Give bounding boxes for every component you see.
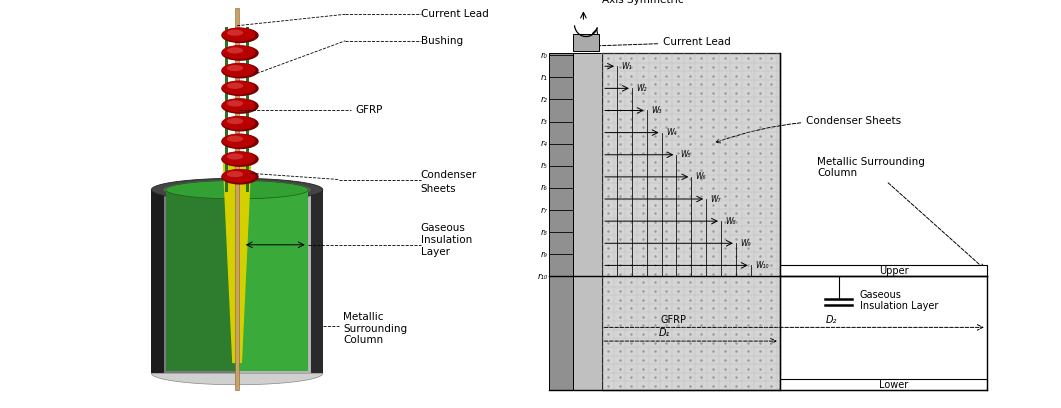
Ellipse shape [221,134,259,149]
Ellipse shape [221,116,259,131]
Text: r₂: r₂ [541,95,547,104]
Ellipse shape [227,65,243,71]
Ellipse shape [222,98,256,112]
Ellipse shape [221,98,259,114]
Ellipse shape [222,134,256,147]
Ellipse shape [222,116,256,130]
Ellipse shape [221,151,259,167]
Text: Bushing: Bushing [421,36,463,46]
Text: W₁: W₁ [622,62,631,71]
Text: r₆: r₆ [541,184,547,193]
Text: r₇: r₇ [541,206,547,215]
Ellipse shape [227,153,243,160]
Polygon shape [237,190,309,371]
Text: W₇: W₇ [711,195,720,204]
Ellipse shape [227,100,243,106]
Text: Condenser Sheets: Condenser Sheets [716,116,902,143]
Polygon shape [166,190,237,371]
Polygon shape [163,190,237,373]
Text: W₈: W₈ [726,217,735,226]
Ellipse shape [227,47,243,53]
Ellipse shape [221,169,259,184]
Bar [236,8,239,390]
Text: W₃: W₃ [650,106,661,115]
Ellipse shape [221,81,259,96]
Polygon shape [223,163,251,363]
Text: Gaseous: Gaseous [421,222,466,233]
Text: W₉: W₉ [741,239,750,248]
Text: Metallic Surrounding
Column: Metallic Surrounding Column [817,157,984,268]
Text: W₁₀: W₁₀ [755,261,768,270]
Ellipse shape [222,169,256,183]
Text: D₂: D₂ [825,315,837,325]
Ellipse shape [221,45,259,61]
Ellipse shape [222,151,256,165]
Text: GFRP: GFRP [355,105,383,115]
Polygon shape [246,27,249,192]
Bar [603,53,780,390]
Text: Layer: Layer [421,247,450,257]
Text: r₁: r₁ [541,73,547,82]
Bar [780,379,987,390]
Ellipse shape [227,171,243,177]
Text: Current Lead: Current Lead [421,9,488,19]
Polygon shape [163,180,311,200]
Text: Sheets: Sheets [421,184,456,194]
Polygon shape [152,190,163,373]
Text: Metallic: Metallic [343,312,384,322]
Ellipse shape [227,30,243,36]
Ellipse shape [221,63,259,78]
Text: r₉: r₉ [541,250,547,259]
Text: GFRP: GFRP [660,315,686,324]
Bar [573,34,599,51]
Text: r₁₀: r₁₀ [537,272,547,281]
Text: Column: Column [343,335,383,345]
Ellipse shape [222,45,256,59]
Text: r₃: r₃ [541,117,547,126]
Text: Current Lead: Current Lead [591,38,731,48]
Polygon shape [166,181,309,199]
Text: Insulation Layer: Insulation Layer [859,301,938,311]
Ellipse shape [227,136,243,142]
Text: r₅: r₅ [541,161,547,170]
Text: r₀: r₀ [541,51,547,60]
Polygon shape [152,373,323,385]
Text: W₄: W₄ [666,128,676,137]
Text: r₈: r₈ [541,228,547,237]
Ellipse shape [222,63,256,77]
Text: D₁: D₁ [659,328,671,338]
Text: Axis Symmetric: Axis Symmetric [602,0,683,5]
Text: W₅: W₅ [681,150,691,159]
Bar [550,53,573,390]
Ellipse shape [221,28,259,43]
Text: W₂: W₂ [637,84,646,93]
Text: Lower: Lower [880,379,908,390]
Polygon shape [237,190,311,373]
Text: r₄: r₄ [541,139,547,148]
Ellipse shape [222,28,256,41]
Bar [780,266,987,277]
Polygon shape [225,27,228,192]
Text: Insulation: Insulation [421,235,472,245]
Polygon shape [152,178,323,201]
Bar [573,53,603,390]
Ellipse shape [222,81,256,94]
Text: Upper: Upper [880,266,908,276]
Text: W₆: W₆ [696,172,706,182]
Polygon shape [311,190,323,373]
Text: Condenser: Condenser [421,169,477,180]
Ellipse shape [227,118,243,124]
Ellipse shape [227,83,243,89]
Text: Surrounding: Surrounding [343,324,407,334]
Text: Gaseous: Gaseous [859,290,902,300]
